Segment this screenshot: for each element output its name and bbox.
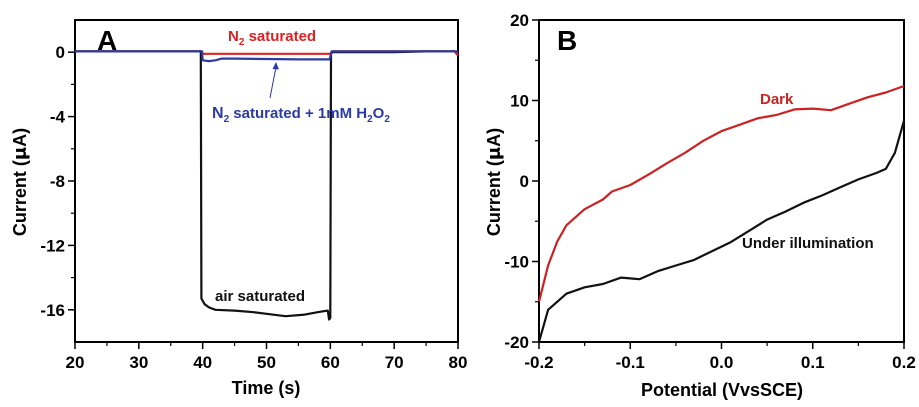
panel-a-x-tick-label: 30: [129, 353, 148, 372]
panel-a-annotation-n2-saturated: N2 saturated: [228, 28, 316, 48]
panel-a-y-axis-label: Current (μA): [10, 128, 31, 236]
panel-b-y-tick-label: 10: [510, 92, 529, 111]
panel-a-series-air-saturated: [75, 50, 459, 321]
panel-b-series-group: [537, 84, 906, 343]
panel-b-y-axis-label: Current (μA): [484, 128, 505, 236]
panel-a-annotation-air-saturated: air saturated: [215, 288, 305, 305]
panel-a-y-tick-label: -12: [40, 236, 65, 255]
panel-a-y-tick-label: -4: [50, 108, 66, 127]
panel-b-series-dark: [537, 84, 905, 303]
panel-a-x-tick-label: 50: [257, 353, 276, 372]
panel-b-y-tick-label: -10: [504, 253, 529, 272]
panel-b-label: B: [557, 25, 577, 56]
panel-a-series-group: [75, 50, 459, 321]
panel-b-x-tick-label: 0.0: [710, 353, 734, 372]
panel-a: 20 30 40 50 60 70 80 0 -4 -8 -12 -16 A N2 saturated…: [10, 19, 467, 398]
panel-a-x-tick-label: 60: [321, 353, 340, 372]
panel-b: -0.2 -0.1 0.0 0.1 0.2 20 10 0 -10 -20 B Dark Unde…: [484, 11, 916, 400]
panel-a-annotation-n2-h2o2: N2 saturated + 1mM H2O2: [212, 105, 390, 125]
panel-a-label: A: [97, 25, 117, 56]
panel-b-x-tick-label: 0.1: [801, 353, 825, 372]
panel-a-annotation-arrow: [269, 66, 277, 99]
panel-a-y-tick-label: -16: [40, 301, 65, 320]
panel-b-x-tick-label: -0.2: [524, 353, 553, 372]
panel-b-y-tick-label: -20: [504, 333, 529, 352]
panel-a-y-tick-label: -8: [50, 172, 65, 191]
panel-b-ticks: -0.2 -0.1 0.0 0.1 0.2 20 10 0 -10 -20: [504, 11, 915, 372]
panel-b-y-tick-label: 20: [510, 11, 529, 30]
panel-b-x-tick-label: -0.1: [616, 353, 645, 372]
panel-a-x-tick-label: 70: [385, 353, 404, 372]
panel-b-y-tick-label: 0: [520, 172, 529, 191]
panel-a-annotation-arrowhead: [272, 62, 279, 70]
panel-a-y-tick-label: 0: [56, 43, 65, 62]
panel-b-series-under-illumination: [537, 120, 906, 343]
panel-a-x-tick-label: 40: [193, 353, 212, 372]
panel-b-x-tick-label: 0.2: [892, 353, 916, 372]
panel-b-annotation-dark: Dark: [760, 91, 794, 108]
panel-a-x-tick-label: 20: [66, 353, 85, 372]
panel-a-x-axis-label: Time (s): [232, 378, 301, 398]
panel-a-x-tick-label: 80: [449, 353, 468, 372]
panel-b-plot-frame: [538, 19, 905, 343]
panel-a-series-n2-saturated-1mm-h2o2: [75, 50, 458, 63]
panel-b-x-axis-label: Potential (VvsSCE): [641, 380, 803, 400]
panel-b-annotation-under-illumination: Under illumination: [742, 235, 874, 252]
panel-a-ticks: 20 30 40 50 60 70 80 0 -4 -8 -12 -16: [40, 43, 467, 372]
